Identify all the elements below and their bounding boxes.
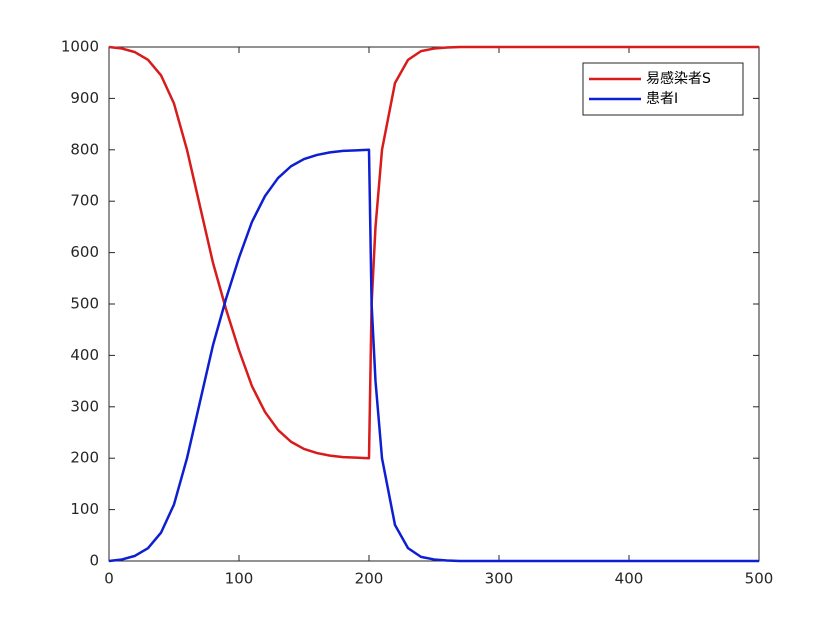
y-tick-label: 900 xyxy=(70,89,99,107)
data-line xyxy=(108,148,759,563)
y-tick-label: 700 xyxy=(70,192,99,210)
y-tick-label: 800 xyxy=(70,140,99,158)
y-tick-label: 600 xyxy=(70,243,99,261)
y-tick-label: 500 xyxy=(70,295,99,313)
y-tick-label: 300 xyxy=(70,397,99,415)
legend-label: 患者I xyxy=(646,91,678,107)
y-tick-label: 1000 xyxy=(61,38,99,56)
data-line xyxy=(108,45,759,460)
y-tick-label: 100 xyxy=(70,500,99,518)
legend-box xyxy=(582,62,744,116)
y-tick-label: 200 xyxy=(70,449,99,467)
plot-frame xyxy=(108,46,760,562)
x-tick-label: 300 xyxy=(485,570,514,588)
legend-label: 易感染者S xyxy=(646,70,711,87)
x-tick-label: 0 xyxy=(104,570,114,588)
y-tick-label: 0 xyxy=(89,552,99,570)
x-tick-label: 200 xyxy=(355,570,384,588)
x-tick-label: 100 xyxy=(225,570,254,588)
x-tick-label: 500 xyxy=(745,570,774,588)
y-tick-label: 400 xyxy=(70,346,99,364)
x-tick-label: 400 xyxy=(615,570,644,588)
